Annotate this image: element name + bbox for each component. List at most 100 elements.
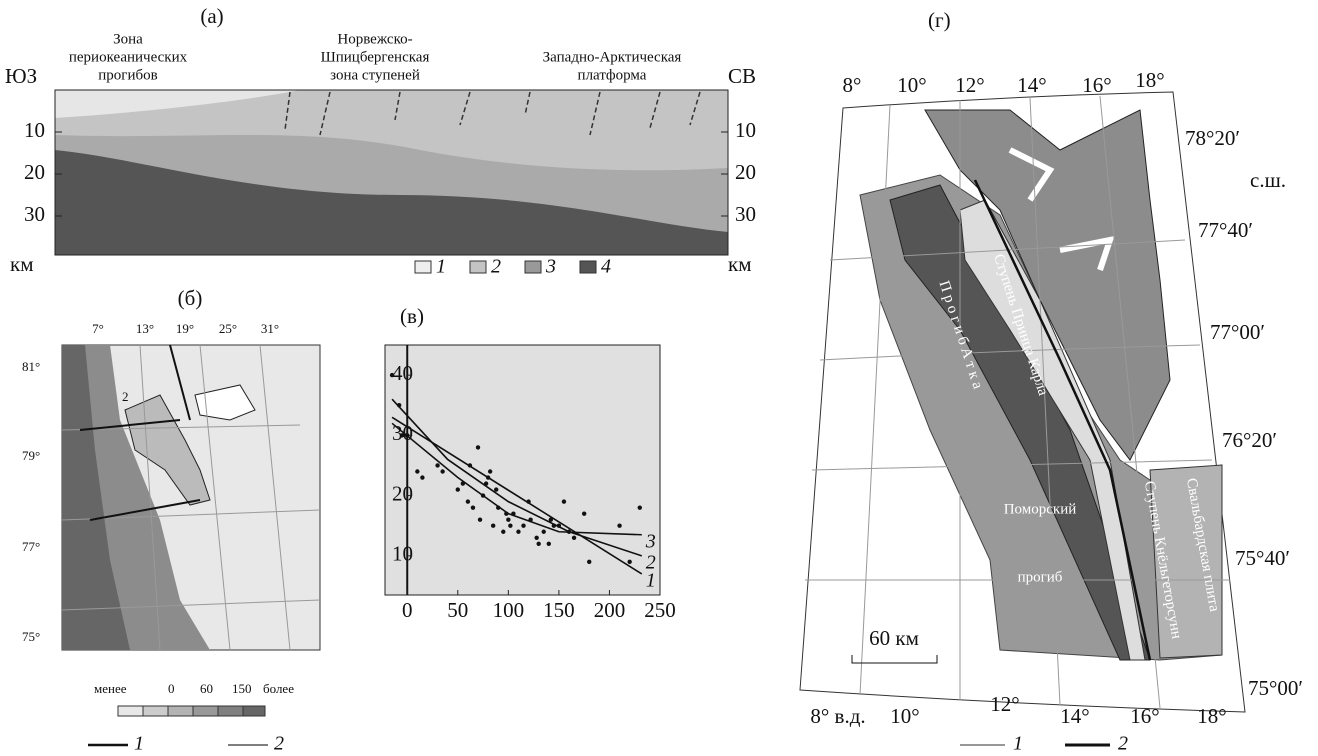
point xyxy=(494,487,499,492)
point xyxy=(389,372,395,378)
direction-label: ЮЗ xyxy=(5,64,37,88)
point xyxy=(420,475,425,480)
x-tick-label: 100 xyxy=(493,598,525,622)
lat-label: 78°20′ xyxy=(1185,126,1240,150)
lon-label: 31° xyxy=(261,321,279,336)
scale-label: более xyxy=(263,681,294,696)
fault-lines xyxy=(973,179,1152,661)
legend-label: 2 xyxy=(274,733,284,755)
depth-tick-label: 30 xyxy=(735,202,756,226)
point xyxy=(627,559,632,565)
point xyxy=(470,505,476,510)
point xyxy=(508,523,513,528)
color-scale xyxy=(117,705,266,717)
fit-line xyxy=(391,398,643,557)
lat-label: 77° xyxy=(22,539,40,554)
legend-swatch xyxy=(469,260,487,274)
zone-label: Норвежско- xyxy=(337,31,412,47)
legend-label: 1 xyxy=(1013,733,1023,755)
point xyxy=(521,523,526,528)
lon-label: 14° xyxy=(1060,704,1089,728)
direction-label: СВ xyxy=(728,64,756,88)
lat-label: с.ш. xyxy=(1250,168,1286,192)
x-tick-label: 50 xyxy=(447,598,468,622)
lon-label: 8° xyxy=(843,73,862,97)
lat-label: 81° xyxy=(22,359,40,374)
lat-label: 75° xyxy=(22,629,40,644)
plot-area xyxy=(384,344,661,596)
layer-2 xyxy=(55,90,728,171)
unit-label: км xyxy=(10,252,34,276)
zone-label: периокеанических xyxy=(69,49,188,65)
svalbard-land xyxy=(924,109,1171,461)
panel-a: (а) Зона периокеанических прогибов Норве… xyxy=(5,4,756,276)
point xyxy=(581,511,587,516)
panel-b: (б) 7° 13° 19° 25° 31° 81° 79° 77° 75° 2… xyxy=(22,286,321,755)
y-tick-label: 30 xyxy=(392,421,413,445)
chart-title: (в) xyxy=(400,304,424,328)
depth-tick-label: 10 xyxy=(24,118,45,142)
depth-tick-label: 20 xyxy=(24,160,45,184)
lat-label: 76°20′ xyxy=(1222,428,1277,452)
point xyxy=(477,517,483,522)
lon-label: 25° xyxy=(219,321,237,336)
scale-bar xyxy=(851,655,938,664)
point xyxy=(534,535,539,540)
fit-line xyxy=(391,422,642,536)
ice-cap xyxy=(194,384,256,421)
lon-label: 13° xyxy=(136,321,154,336)
lat-label: 75°00′ xyxy=(1248,676,1303,700)
lon-label: 18° xyxy=(1135,68,1164,92)
depth-tick-label: 10 xyxy=(735,118,756,142)
scale-label: 60 км xyxy=(869,626,919,650)
lon-label: 14° xyxy=(1017,73,1046,97)
platform xyxy=(1149,464,1223,659)
zone-label: Западно-Арктическая xyxy=(543,49,682,65)
zone-label: Шпицбергенская xyxy=(321,49,430,65)
point xyxy=(541,529,546,534)
scale-label: 0 xyxy=(168,681,175,696)
point xyxy=(415,469,420,474)
depth-tick-label: 20 xyxy=(735,160,756,184)
feature-label: прогиб xyxy=(1018,569,1063,585)
lat-label: 77°00′ xyxy=(1210,320,1265,344)
deep-zone xyxy=(62,345,130,650)
legend-swatch xyxy=(579,260,597,274)
y-tick-label: 40 xyxy=(392,361,413,385)
lon-label: 12° xyxy=(990,692,1019,716)
line-label: 3 xyxy=(645,530,656,552)
panel-label: (г) xyxy=(928,8,951,32)
legend-label: 1 xyxy=(134,733,144,755)
panel-label: (а) xyxy=(200,4,223,28)
scale-label: 150 xyxy=(232,681,252,696)
point xyxy=(435,463,440,468)
feature-label: Поморский xyxy=(1004,501,1077,517)
point xyxy=(617,523,622,528)
point xyxy=(587,559,592,565)
legend-label: 2 xyxy=(491,256,501,278)
zone-label: платформа xyxy=(578,67,647,83)
legend-swatch xyxy=(524,260,542,274)
lat-label: 77°40′ xyxy=(1198,218,1253,242)
lat-label: 79° xyxy=(22,448,40,463)
panel-g: (г) 8° 10° 12° 14° 16° 18° 78°20′ с.ш. 7… xyxy=(799,8,1303,755)
point xyxy=(516,529,521,534)
point xyxy=(501,529,506,534)
x-tick-label: 0 xyxy=(402,598,413,622)
point xyxy=(637,505,642,510)
lon-label: 8° в.д. xyxy=(810,704,865,728)
depth-tick-label: 30 xyxy=(24,202,45,226)
lon-label: 16° xyxy=(1082,73,1111,97)
unit-label: км xyxy=(728,252,752,276)
lon-label: 10° xyxy=(890,704,919,728)
y-tick-label: 20 xyxy=(392,481,413,505)
x-tick-label: 250 xyxy=(644,598,676,622)
legend-label: 1 xyxy=(436,256,446,278)
zone-label: прогибов xyxy=(98,67,157,83)
point xyxy=(455,487,460,492)
graticule xyxy=(61,344,321,651)
x-tick-label: 200 xyxy=(594,598,626,622)
point xyxy=(546,541,551,546)
lon-label: 12° xyxy=(955,73,984,97)
